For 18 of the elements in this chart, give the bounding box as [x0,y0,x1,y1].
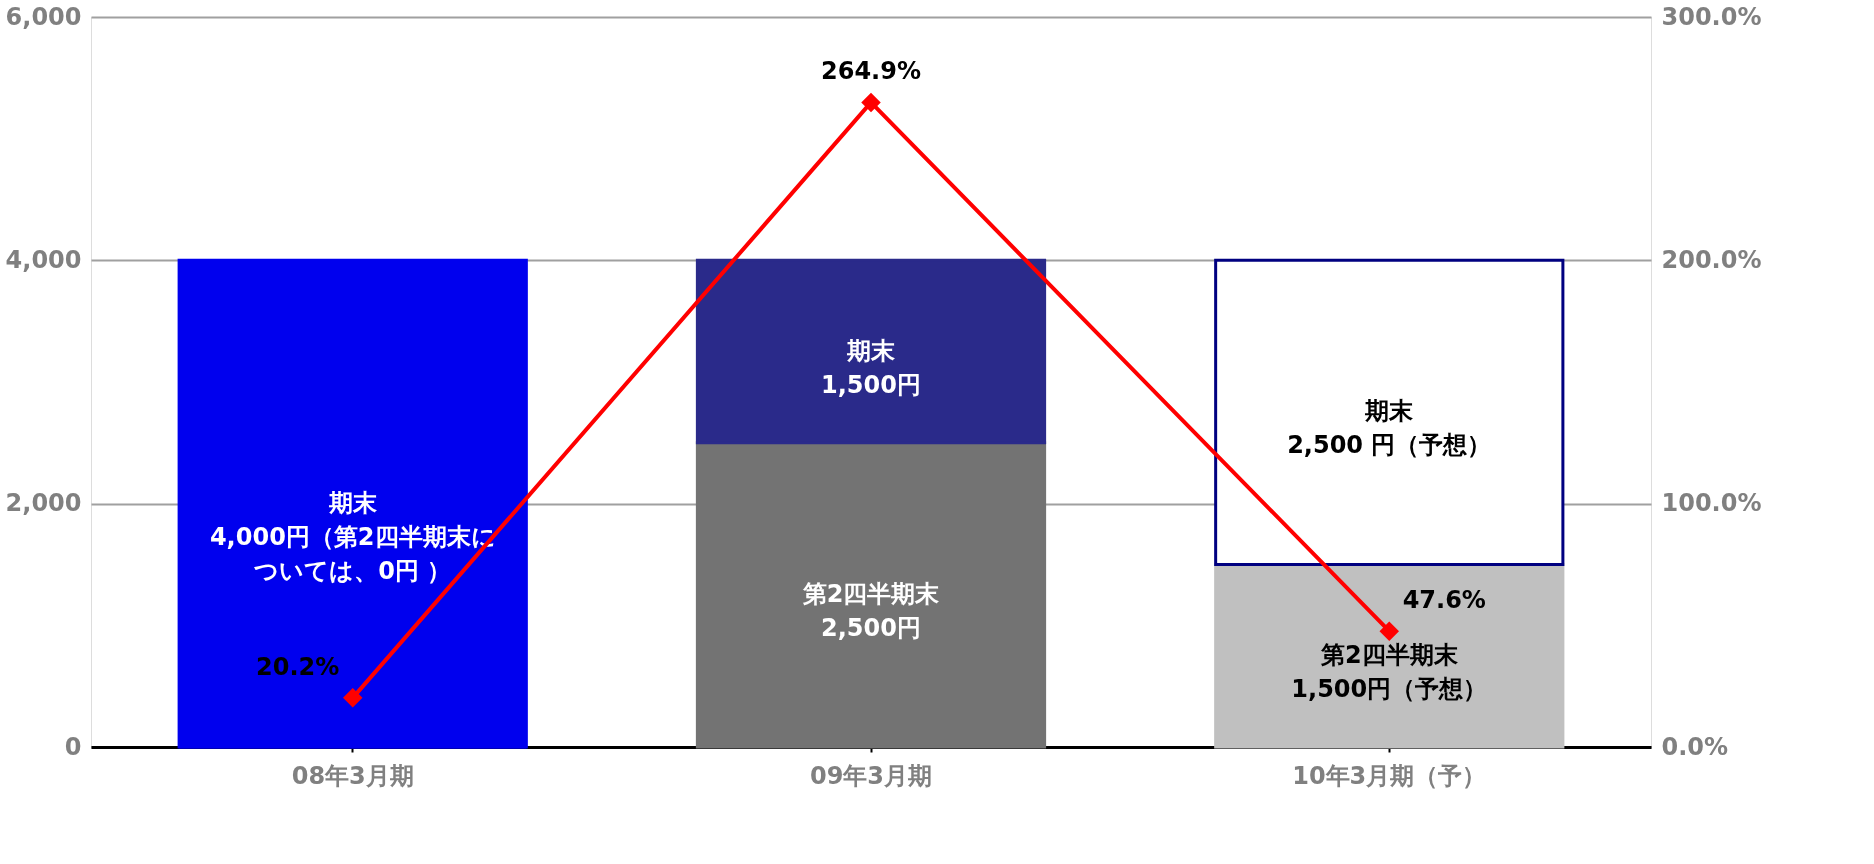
y-tick-label: 4,000 [5,245,82,274]
data-label: 20.2% [256,652,340,681]
x-tick-label: 08年3月期 [291,761,414,790]
y-tick-label: 6,000 [5,2,82,31]
y2-tick-label: 100.0% [1661,489,1762,518]
y2-tick-label: 0.0% [1661,732,1729,761]
annotation: 第2四半期末 2,500円 [801,579,941,642]
annotation: 期末 1,500円 [821,336,921,399]
y2-tick-label: 300.0% [1661,2,1762,31]
data-label: 264.9% [821,57,921,86]
x-tick-label: 09年3月期 [809,761,933,790]
data-label: 47.6% [1402,586,1486,615]
annotation: 期末 2,500 円（予想） [1287,397,1492,460]
x-tick-label: 10年3月期（予） [1292,761,1487,790]
y-tick-label: 0 [64,732,82,761]
y-tick-label: 2,000 [5,489,82,518]
y2-tick-label: 200.0% [1661,245,1762,274]
annotation: 第2四半期末 1,500円（予想） [1291,640,1488,703]
